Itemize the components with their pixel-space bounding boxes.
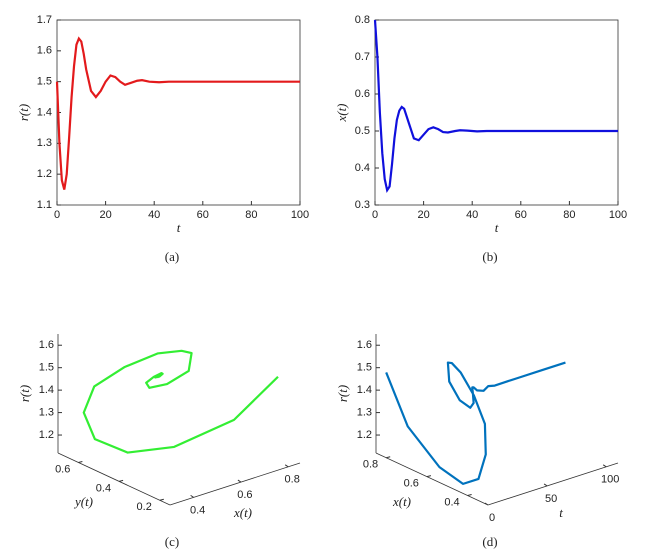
z-tick-label: 1.4: [357, 384, 372, 396]
y-tick-label: 1.3: [37, 137, 52, 149]
x-tick: [543, 483, 548, 487]
x-tick-label: 100: [601, 474, 619, 486]
y-axis-label: x(t): [334, 103, 349, 122]
x-tick-label: 80: [563, 209, 575, 221]
z-axis-label: r(t): [17, 385, 32, 402]
y-tick-label: 1.2: [37, 168, 52, 180]
y-axis-label: x(t): [392, 494, 411, 509]
x-tick: [237, 479, 242, 483]
x-tick-label: 0.4: [190, 504, 205, 516]
z-tick-label: 1.4: [39, 384, 54, 396]
y-tick: [118, 479, 124, 482]
y-tick-label: 1.7: [37, 14, 52, 26]
y-tick-label: 0.6: [404, 478, 419, 490]
y-tick-label: 0.8: [363, 459, 378, 471]
y-tick-label: 0.4: [355, 162, 370, 174]
y-tick: [159, 498, 164, 501]
x-tick-label: 40: [148, 209, 160, 221]
x-tick-label: 60: [515, 209, 527, 221]
y-tick-label: 1.5: [37, 76, 52, 88]
plot-frame: [374, 19, 619, 206]
x-axis-label: t: [177, 220, 181, 235]
x-axis-label: x(t): [233, 505, 252, 520]
y-axis: [375, 452, 489, 506]
y-tick-label: 0.7: [355, 51, 370, 63]
x-axis: [487, 462, 619, 506]
y-tick-label: 0.4: [444, 496, 459, 508]
x-tick: [190, 494, 194, 498]
x-tick-label: 100: [609, 209, 627, 221]
y-tick-label: 0.4: [96, 482, 111, 494]
y-tick-label: 0.2: [137, 501, 152, 513]
y-tick-label: 1.6: [37, 45, 52, 57]
data-line: [373, 19, 618, 193]
z-tick-label: 1.3: [357, 406, 372, 418]
z-tick-label: 1.2: [39, 429, 54, 441]
x-tick: [602, 464, 607, 468]
x-tick-label: 100: [291, 209, 309, 221]
z-tick-label: 1.2: [357, 429, 372, 441]
y-tick: [78, 460, 83, 463]
caption: (c): [165, 534, 179, 549]
z-tick-label: 1.6: [357, 339, 372, 351]
caption: (b): [482, 249, 497, 264]
y-tick-label: 0.3: [355, 199, 370, 211]
z-axis-label: r(t): [335, 385, 350, 402]
x-tick-label: 60: [197, 209, 209, 221]
x-tick-label: 0.8: [285, 474, 300, 486]
z-tick-label: 1.3: [39, 406, 54, 418]
y-axis-label: r(t): [16, 104, 31, 121]
x-tick-label: 0: [54, 209, 60, 221]
x-tick: [484, 502, 489, 506]
z-tick-label: 1.6: [39, 339, 54, 351]
x-tick: [284, 464, 289, 468]
z-tick-label: 1.5: [39, 362, 54, 374]
caption: (d): [482, 534, 497, 549]
trajectory: [82, 349, 279, 454]
x-tick-label: 0.6: [237, 489, 252, 501]
y-axis-label: y(t): [73, 494, 93, 509]
y-tick: [467, 494, 472, 497]
x-tick-label: 20: [417, 209, 429, 221]
plot-frame: [56, 19, 301, 206]
x-tick-label: 0: [489, 512, 495, 524]
x-axis-label: t: [495, 220, 499, 235]
x-tick-label: 40: [466, 209, 478, 221]
y-tick-label: 1.1: [37, 199, 52, 211]
trajectory: [385, 361, 566, 485]
x-tick-label: 20: [99, 209, 111, 221]
y-tick-label: 0.8: [355, 14, 370, 26]
y-tick-label: 0.5: [355, 125, 370, 137]
y-axis: [57, 452, 171, 506]
y-tick: [386, 456, 391, 459]
x-axis-label: t: [559, 505, 563, 520]
y-tick: [426, 475, 432, 478]
x-axis: [169, 462, 301, 506]
x-tick-label: 0: [372, 209, 378, 221]
y-tick-label: 0.6: [55, 463, 70, 475]
data-line: [55, 36, 300, 190]
caption: (a): [165, 249, 179, 264]
y-tick-label: 1.4: [37, 106, 52, 118]
x-tick-label: 80: [245, 209, 257, 221]
y-tick-label: 0.6: [355, 88, 370, 100]
z-tick-label: 1.5: [357, 362, 372, 374]
x-tick-label: 50: [545, 493, 557, 505]
